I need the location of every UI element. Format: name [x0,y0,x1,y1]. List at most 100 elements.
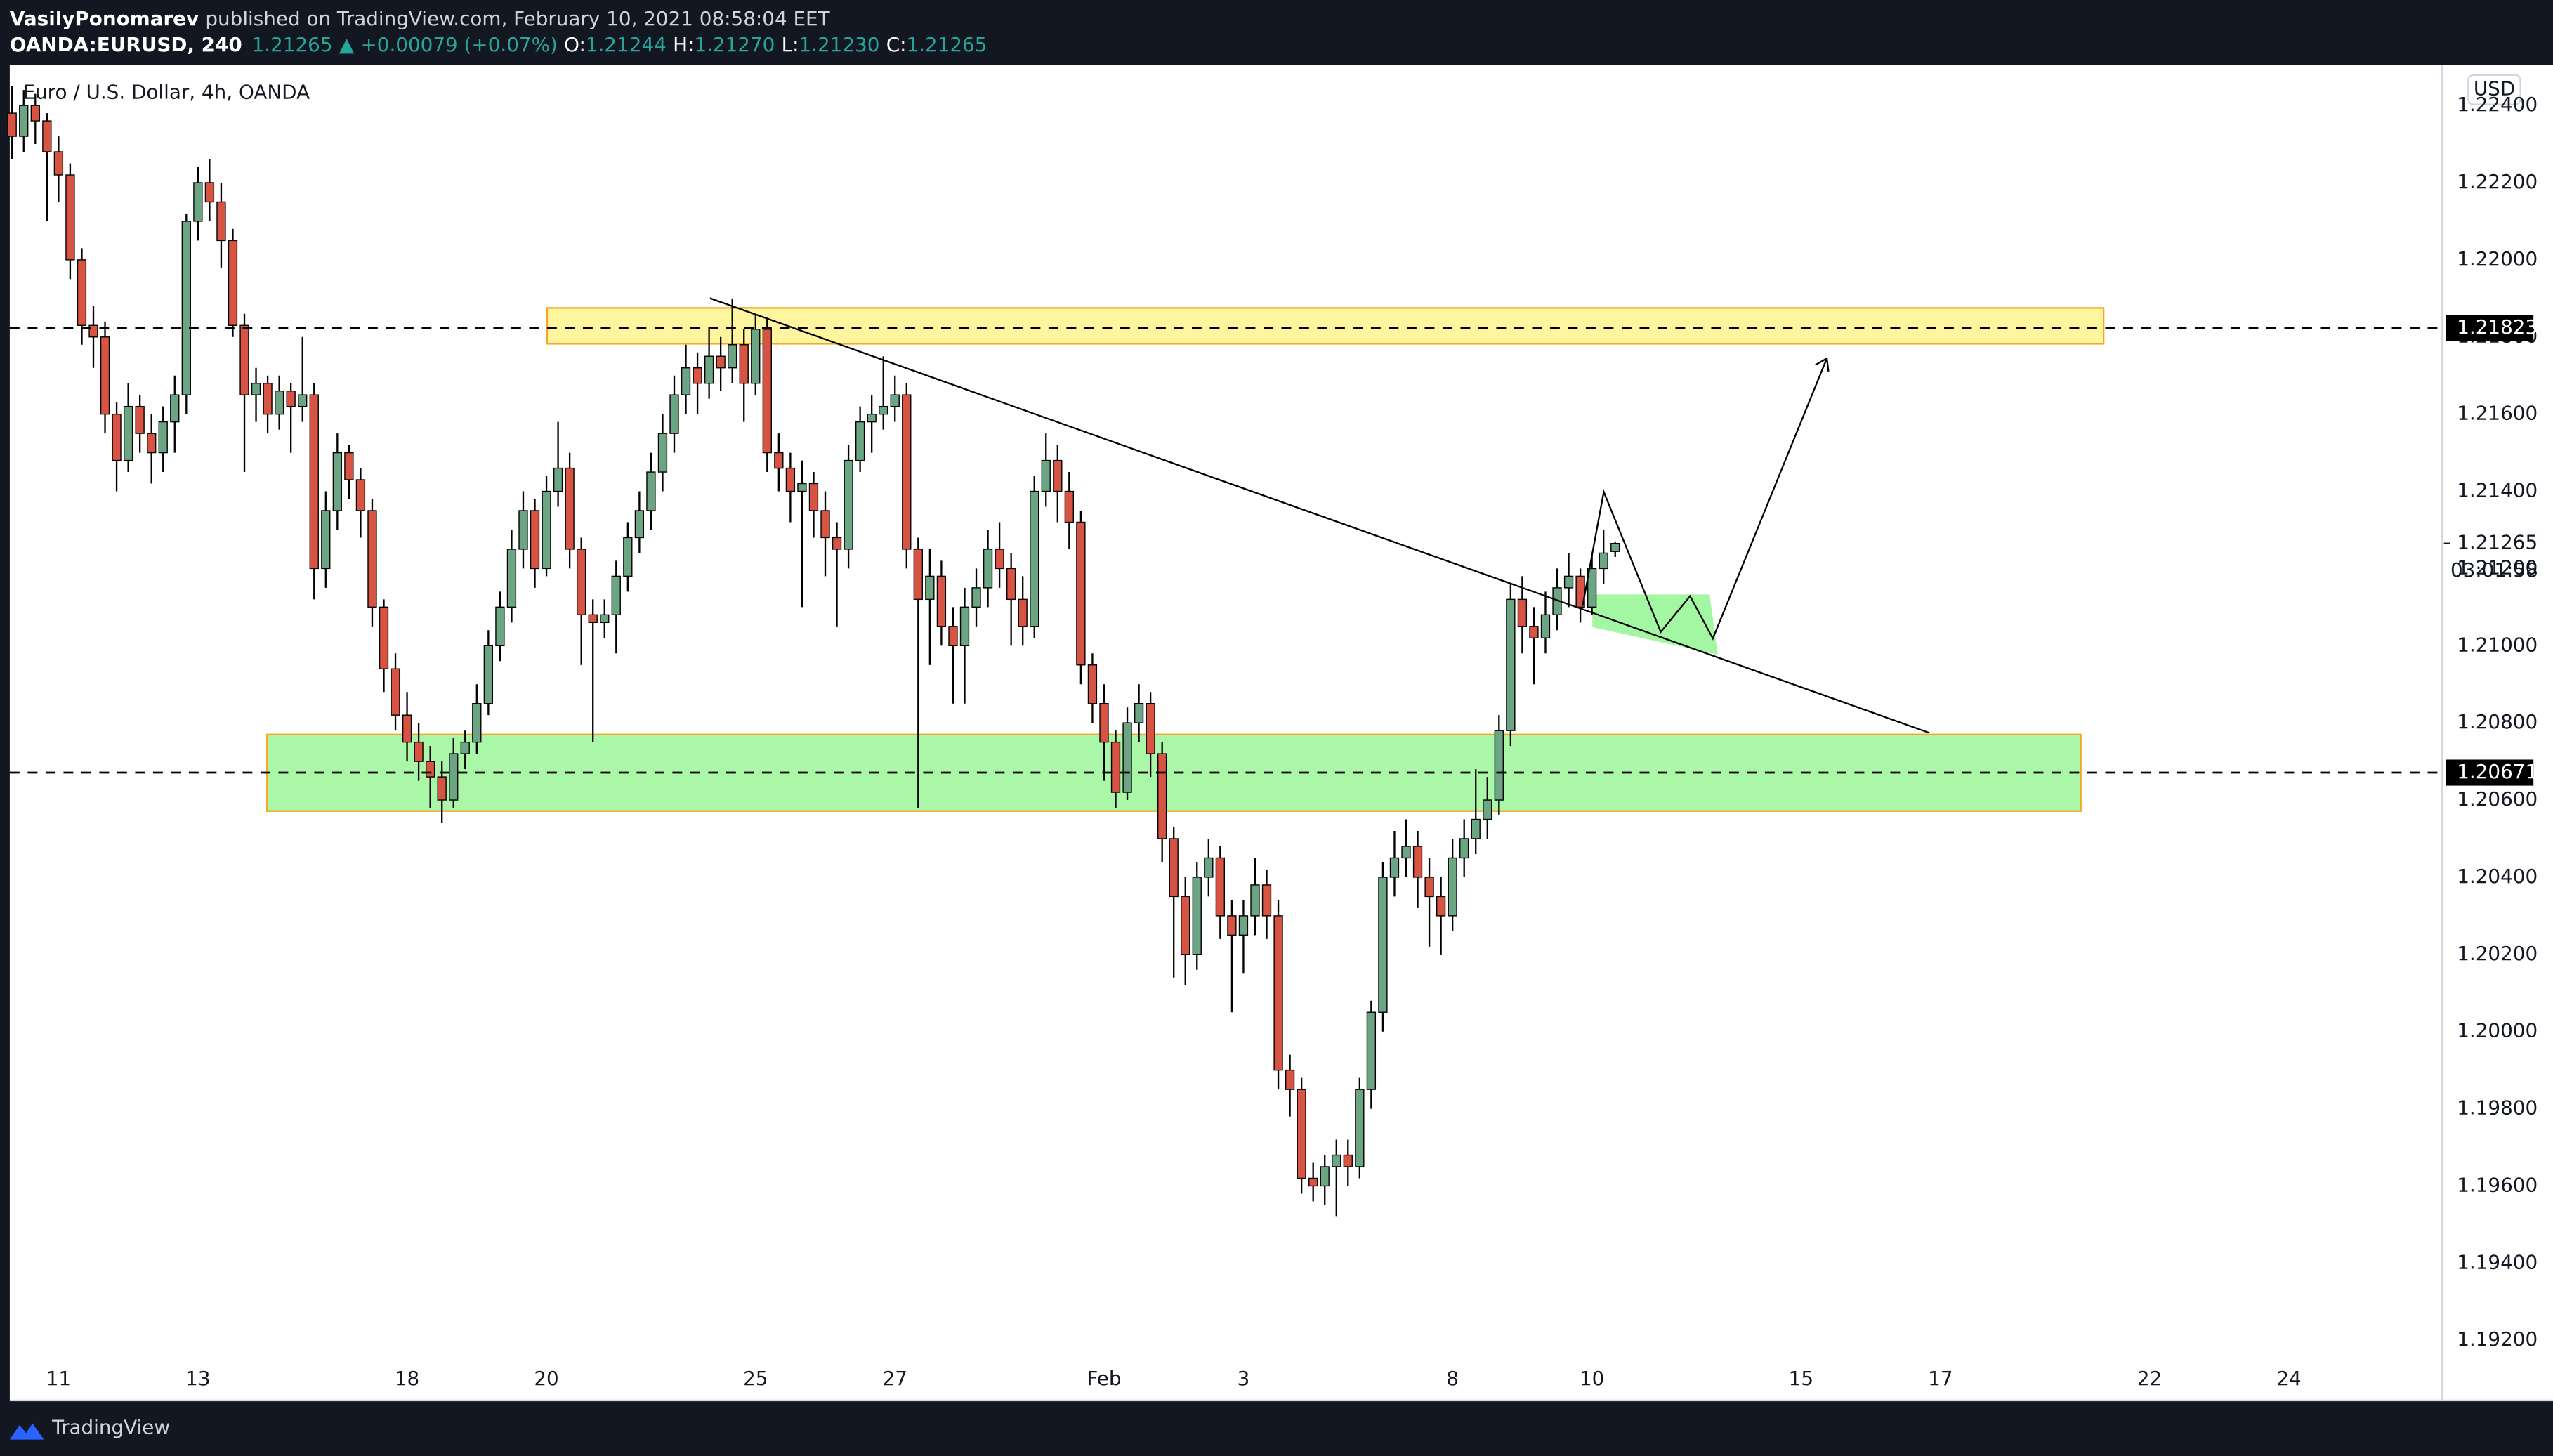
candle-body [1494,730,1504,801]
level-label: 1.20671 [2457,760,2538,783]
y-tick-label: 1.21000 [2457,633,2538,656]
high: 1.21270 [694,33,775,56]
x-tick-label: 25 [743,1367,768,1390]
candle-body [53,151,64,176]
candle-body [158,421,168,454]
low-label: L: [782,33,799,56]
candle-body [1471,818,1481,839]
candle-body [1110,741,1121,793]
change: +0.00079 (+0.07%) [360,33,557,56]
level-badge [2445,315,2534,341]
candle-body [414,741,424,762]
candle-body [506,549,517,608]
candle-body [832,537,842,550]
candle-body [1122,722,1132,793]
candle-body [7,112,17,137]
candle-body [228,240,238,326]
candle-body [181,221,191,395]
candle-body [1192,877,1202,955]
symbol: OANDA:EURUSD, 240 [10,33,242,56]
candle-body [1587,568,1597,608]
candle-body [65,174,75,261]
candle-body [123,405,133,461]
candle-body [936,575,947,627]
candle-body [100,336,110,415]
candle-body [751,329,761,384]
candle-body [1436,896,1446,917]
y-tick-label: 1.19200 [2457,1327,2538,1351]
candle-body [170,394,180,423]
candle-body [1076,521,1086,666]
candle-body [657,433,668,473]
candle-body [239,324,249,395]
candle-body [147,433,157,454]
x-tick-label: 24 [2276,1367,2301,1390]
candle-body [1064,490,1074,523]
candle-body [669,394,679,434]
y-tick-label: 1.22200 [2457,170,2538,193]
y-tick-label: 1.21200 [2457,556,2538,579]
candle-body [867,413,877,423]
candle-body [1389,857,1400,878]
candle-body [1506,598,1516,731]
candle-body [1087,664,1098,704]
header-line: VasilyPonomarev published on TradingView.… [10,7,831,30]
y-tick-label: 1.22000 [2457,247,2538,270]
candle-body [844,459,853,550]
x-tick-label: 8 [1446,1367,1459,1390]
candle-body [251,382,261,395]
candle-body [518,510,528,550]
candle-body [402,714,412,743]
candle-body [1297,1089,1306,1179]
candle-body [1599,552,1608,570]
candle-body [286,390,296,407]
y-tick-label: 1.19400 [2457,1250,2538,1273]
candle-body [971,587,981,608]
candle-body [1204,857,1214,878]
candle-body [1146,703,1155,754]
y-tick-label: 1.20400 [2457,865,2538,888]
candle-body [437,776,447,801]
candle-body [983,549,993,589]
candle-body [332,452,342,511]
retest-zone [1592,594,1718,655]
close: 1.21265 [906,33,987,56]
countdown: 03:01:58 [2450,558,2538,582]
candle-body [1227,915,1237,936]
candle-body [1273,915,1283,1071]
candle-body [1238,915,1249,936]
candle-body [1378,877,1388,1013]
candle-body [565,467,575,550]
candle-body [611,575,621,616]
candle-body [298,394,308,407]
candle-body [495,606,505,646]
candle-body [902,394,912,550]
candle-body [785,467,796,492]
candle-body [728,344,737,369]
candle-body [1099,703,1109,743]
price: 1.21265 [252,33,333,56]
candle-body [1030,490,1039,627]
x-tick-label: 27 [883,1367,907,1390]
arrow: ▲ [339,33,355,56]
resistance-zone [546,307,2105,345]
y-tick-label: 1.20200 [2457,942,2538,965]
candle-body [820,510,830,539]
x-tick-label: 17 [1928,1367,1953,1390]
candle-body [1332,1154,1341,1167]
candle-body [1053,459,1063,492]
candles [7,86,1620,1217]
x-tick-label: 15 [1789,1367,1813,1390]
candle-body [890,394,900,407]
y-tick-label: 1.19600 [2457,1173,2538,1196]
candle-body [379,606,389,669]
candle-body [588,614,598,624]
candle-body [634,510,645,539]
candle-body [739,344,749,384]
candle-body [1343,1154,1353,1167]
y-tick-label: 1.21600 [2457,402,2538,425]
candle-body [1459,838,1469,859]
candle-body [1134,703,1144,723]
open-label: O: [564,33,586,56]
